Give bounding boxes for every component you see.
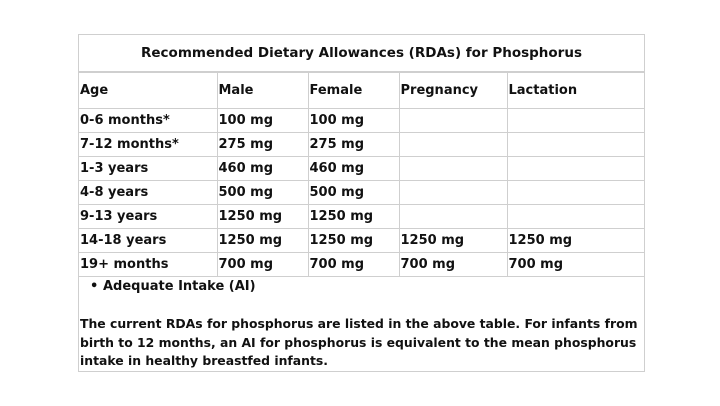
cell-pregnancy [398,204,508,229]
table-row: 14-18 years 1250 mg 1250 mg 1250 mg 1250… [79,228,645,253]
cell-female: 275 mg [307,132,400,157]
footnote-text: Adequate Intake (AI) [103,279,256,294]
cell-male: 1250 mg [216,204,309,229]
description-line: The current RDAs for phosphorus are list… [80,316,638,331]
footnote: • Adequate Intake (AI) [79,275,644,299]
table-row: 0-6 months* 100 mg 100 mg [79,108,645,133]
cell-male: 1250 mg [216,228,309,253]
document-title: Recommended Dietary Allowances (RDAs) fo… [79,35,644,72]
cell-pregnancy: 700 mg [398,252,508,277]
header-female: Female [307,72,400,109]
cell-age: 14-18 years [79,228,218,253]
rda-document: Recommended Dietary Allowances (RDAs) fo… [78,34,645,372]
cell-male: 700 mg [216,252,309,277]
description-line: intake in healthy breastfed infants. [80,353,328,368]
header-age: Age [79,72,218,109]
cell-female: 700 mg [307,252,400,277]
cell-age: 7-12 months* [79,132,218,157]
description-line: birth to 12 months, an AI for phosphorus… [80,334,637,350]
cell-female: 460 mg [307,156,400,181]
cell-male: 100 mg [216,108,309,133]
header-lactation: Lactation [506,72,645,109]
cell-male: 460 mg [216,156,309,181]
cell-female: 100 mg [307,108,400,133]
table-row: 1-3 years 460 mg 460 mg [79,156,645,181]
cell-pregnancy [398,156,508,181]
cell-lactation [506,156,645,181]
cell-age: 9-13 years [79,204,218,229]
cell-lactation [506,180,645,205]
cell-age: 19+ months [79,252,218,277]
bullet-icon: • [90,279,99,294]
rda-table: Age Male Female Pregnancy Lactation 0-6 … [79,72,645,277]
cell-age: 4-8 years [79,180,218,205]
cell-pregnancy [398,108,508,133]
cell-female: 1250 mg [307,204,400,229]
description-paragraph: The current RDAs for phosphorus are list… [80,315,642,371]
table-row: 7-12 months* 275 mg 275 mg [79,132,645,157]
header-pregnancy: Pregnancy [398,72,508,109]
cell-pregnancy: 1250 mg [398,228,508,253]
cell-male: 275 mg [216,132,309,157]
cell-female: 1250 mg [307,228,400,253]
cell-lactation [506,132,645,157]
cell-lactation [506,204,645,229]
cell-male: 500 mg [216,180,309,205]
cell-pregnancy [398,132,508,157]
cell-age: 0-6 months* [79,108,218,133]
cell-lactation: 700 mg [506,252,645,277]
table-header-row: Age Male Female Pregnancy Lactation [79,72,645,109]
cell-lactation [506,108,645,133]
cell-female: 500 mg [307,180,400,205]
cell-lactation: 1250 mg [506,228,645,253]
table-row: 4-8 years 500 mg 500 mg [79,180,645,205]
table-row: 9-13 years 1250 mg 1250 mg [79,204,645,229]
table-row: 19+ months 700 mg 700 mg 700 mg 700 mg [79,252,645,277]
cell-pregnancy [398,180,508,205]
header-male: Male [216,72,309,109]
cell-age: 1-3 years [79,156,218,181]
